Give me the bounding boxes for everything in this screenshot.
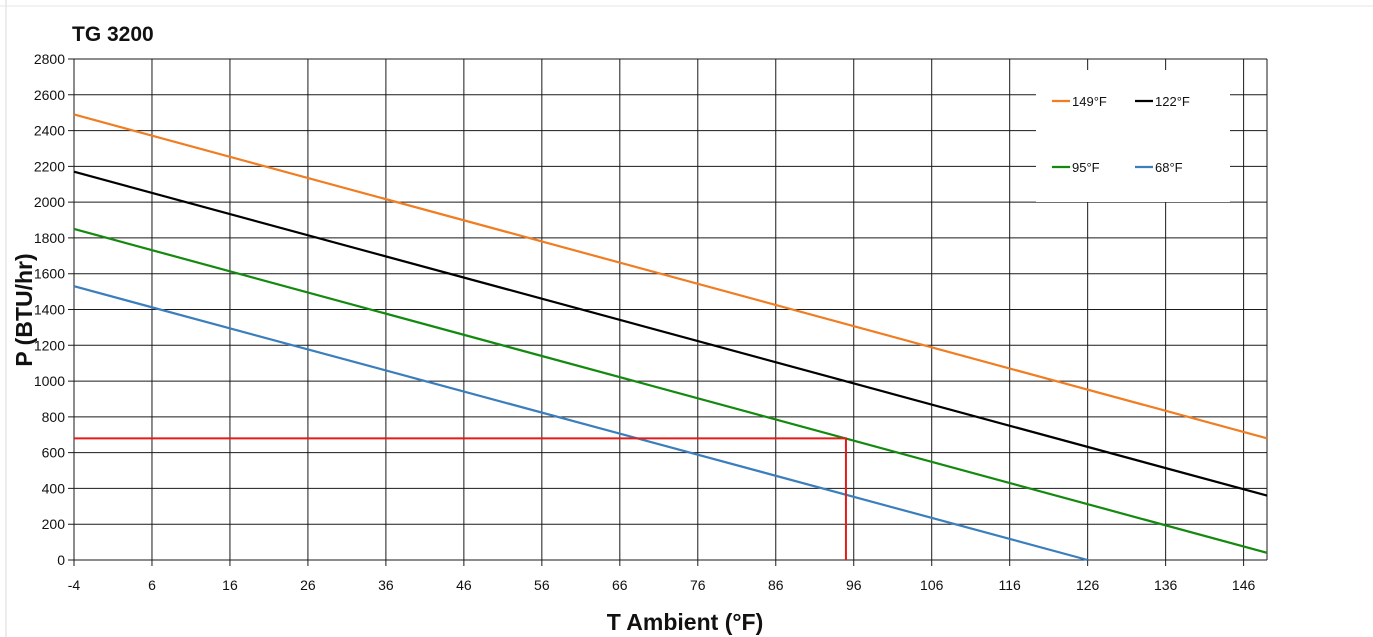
y-tick-label: 1200 — [34, 337, 65, 353]
gridlines — [68, 58, 1268, 566]
x-tick-label: 66 — [612, 577, 628, 593]
legend-label: 95°F — [1072, 160, 1100, 175]
guide-lines — [74, 437, 847, 560]
x-tick-label: 106 — [920, 577, 944, 593]
y-tick-label: 2800 — [34, 51, 65, 67]
x-tick-label: 96 — [846, 577, 862, 593]
x-tick-label: 116 — [999, 577, 1022, 593]
series-line — [73, 170, 1268, 497]
x-tick-label: 16 — [222, 577, 238, 593]
y-tick-label: 600 — [42, 445, 66, 461]
x-tick-label: 146 — [1232, 577, 1256, 593]
y-axis-title: P (BTU/hr) — [11, 253, 37, 366]
legend-label: 122°F — [1155, 94, 1190, 109]
x-tick-label: 86 — [768, 577, 784, 593]
legend: 149°F 122°F 95°F 68°F — [1036, 70, 1230, 202]
series-lines — [73, 113, 1268, 562]
y-tick-label: 2600 — [34, 87, 65, 103]
x-tick-label: 36 — [378, 577, 394, 593]
y-tick-label: 2000 — [34, 194, 65, 210]
series-line — [73, 227, 1268, 554]
y-tick-label: 1600 — [34, 266, 65, 282]
series-line — [73, 113, 1268, 440]
x-axis-title: T Ambient (°F) — [607, 609, 764, 635]
y-tick-label: 1000 — [34, 373, 65, 389]
x-tick-label: 136 — [1154, 577, 1178, 593]
y-tick-label: 1400 — [34, 302, 65, 318]
y-tick-label: 400 — [42, 480, 66, 496]
y-tick-label: 200 — [42, 516, 66, 532]
x-tick-label: 126 — [1076, 577, 1100, 593]
x-tick-label: 56 — [534, 577, 550, 593]
guide-line — [74, 437, 847, 560]
y-tick-label: 1800 — [34, 230, 65, 246]
y-tick-label: 800 — [42, 409, 66, 425]
series-line — [73, 285, 1088, 562]
x-tick-label: 76 — [690, 577, 706, 593]
legend-box — [1036, 70, 1230, 202]
y-tick-label: 2400 — [34, 123, 65, 139]
x-tick-label: 46 — [456, 577, 472, 593]
legend-label: 149°F — [1072, 94, 1107, 109]
x-tick-label: -4 — [68, 577, 81, 593]
x-tick-label: 26 — [300, 577, 316, 593]
chart-title: TG 3200 — [72, 23, 154, 46]
y-tick-label: 0 — [57, 552, 65, 568]
y-tick-label: 2200 — [34, 158, 65, 174]
x-tick-label: 6 — [148, 577, 156, 593]
legend-label: 68°F — [1155, 160, 1183, 175]
axis-tick-labels: 0 200 400 600 800 1000 1200 1400 1600 1800 2000 220… — [34, 51, 1256, 593]
